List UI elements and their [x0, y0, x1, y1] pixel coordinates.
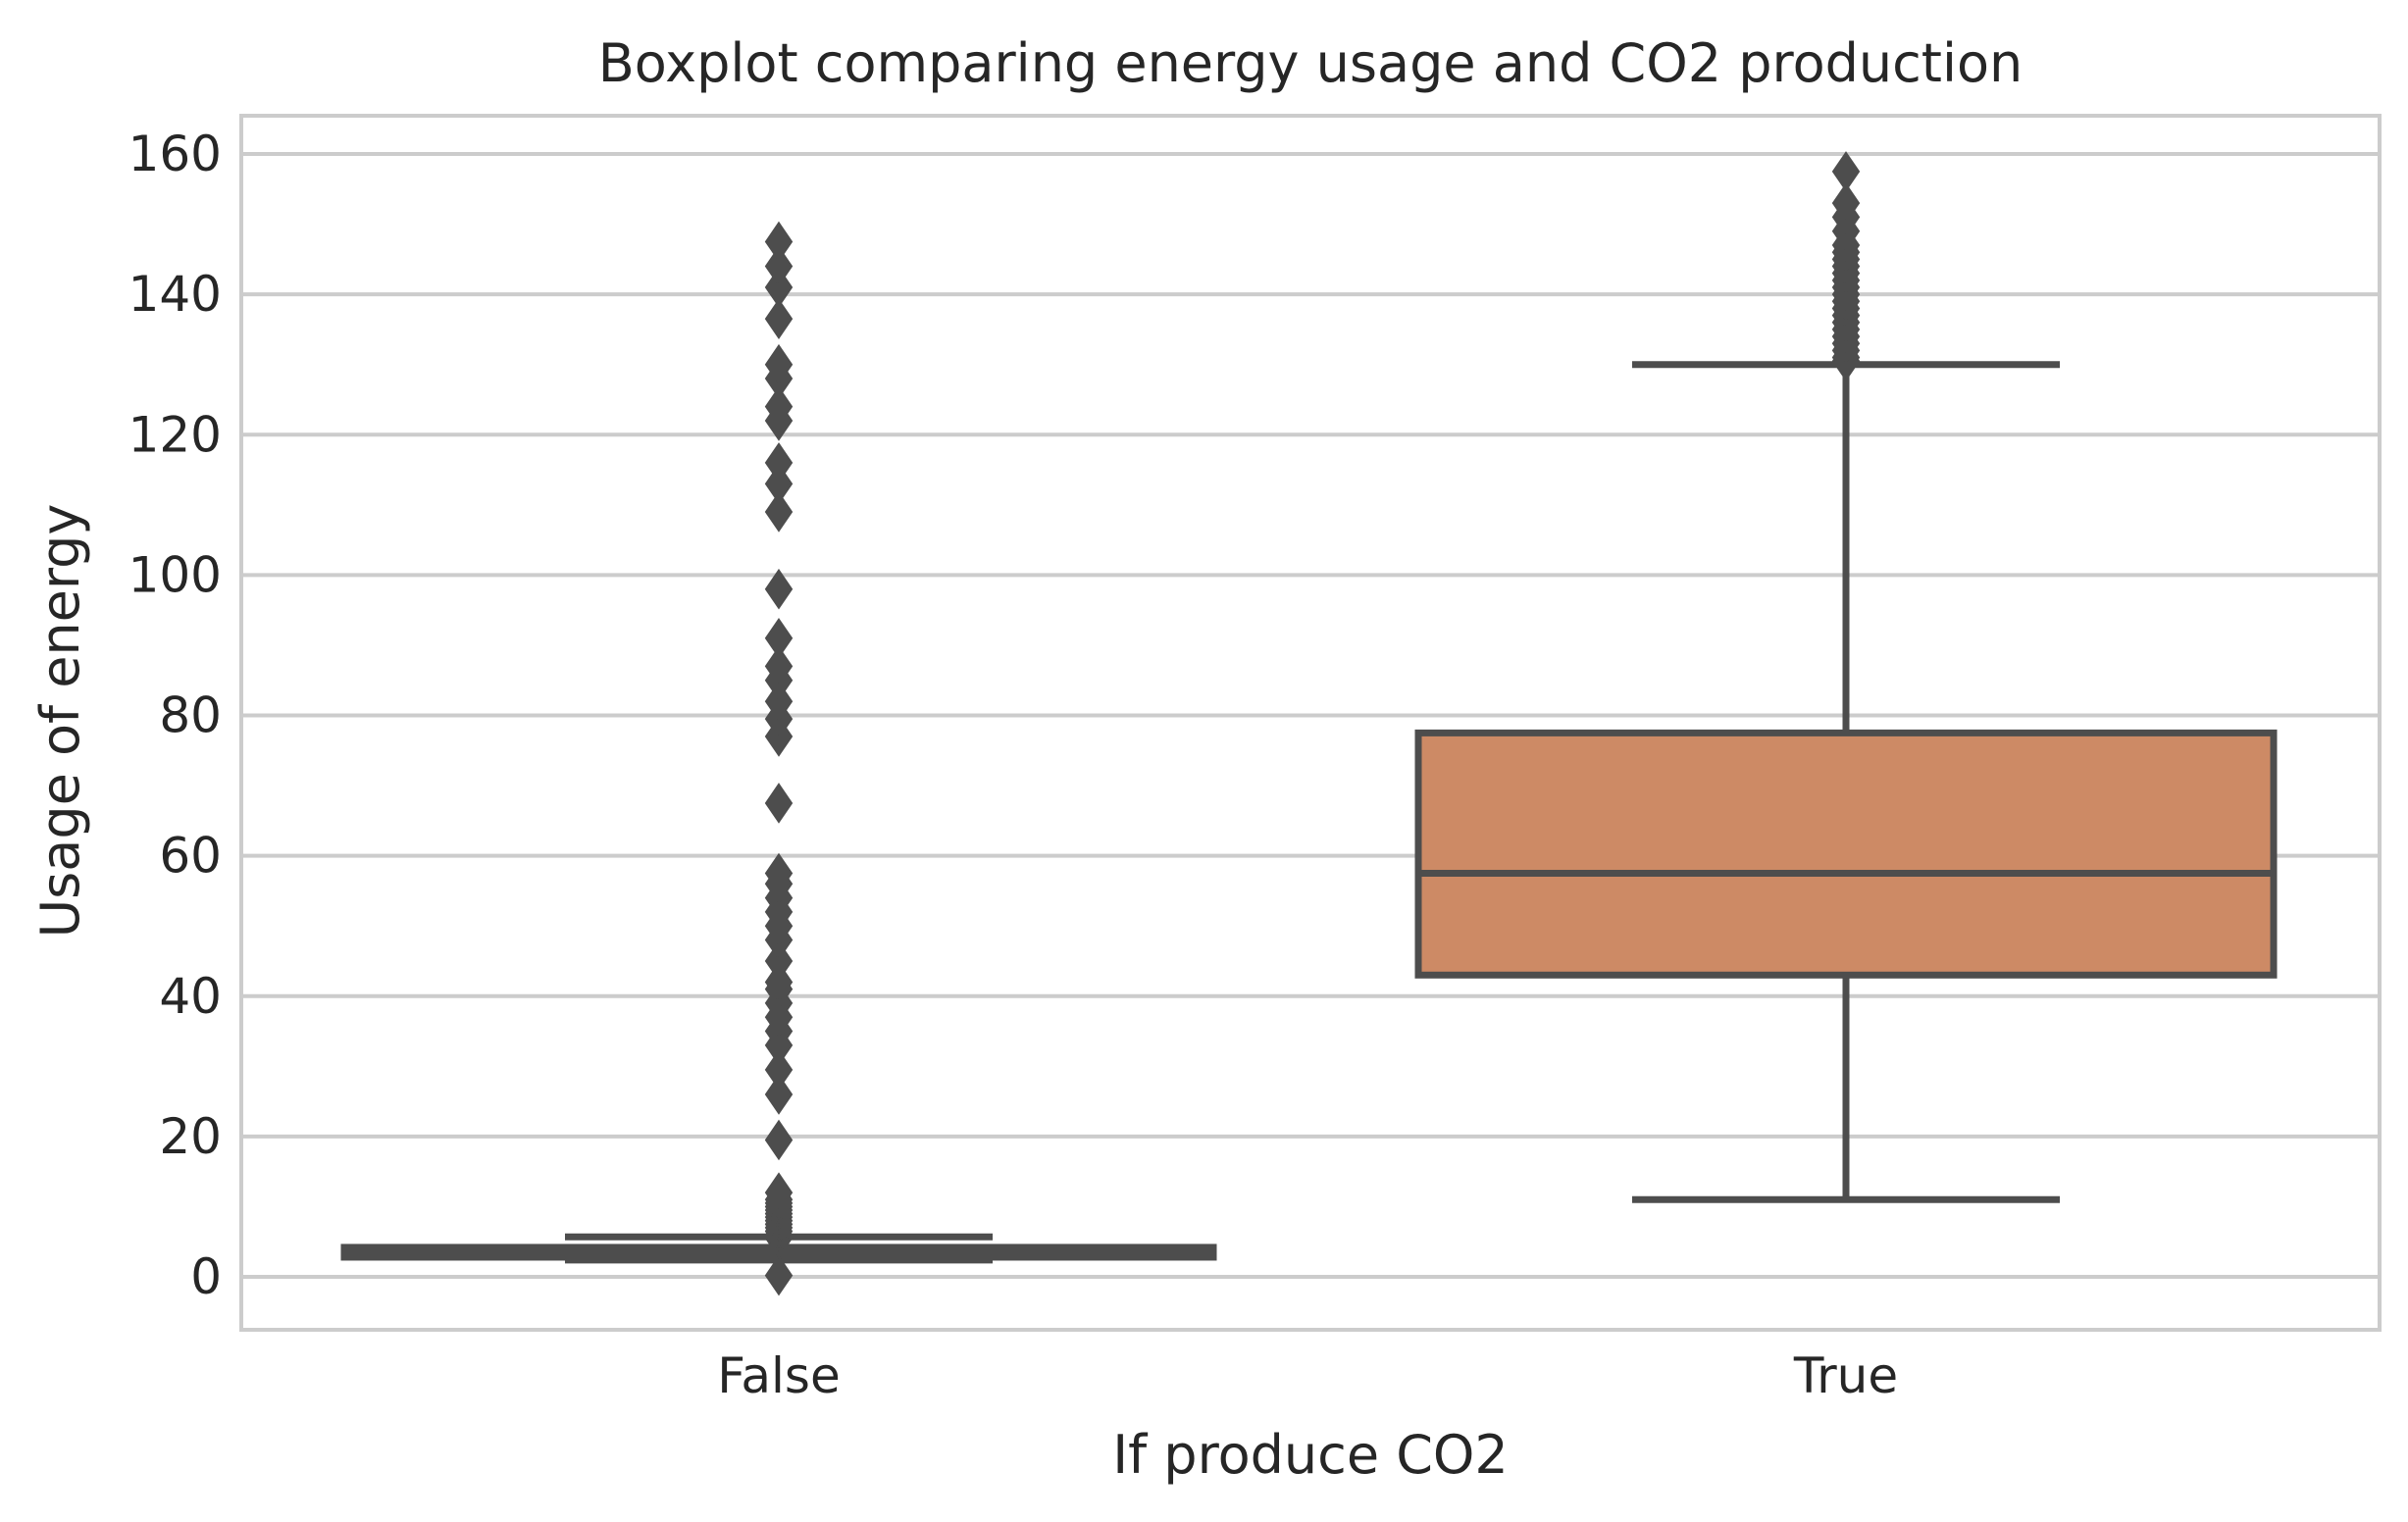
outlier-point [764, 1254, 794, 1296]
y-tick-label: 40 [159, 968, 222, 1025]
outlier-point [1831, 151, 1861, 192]
y-axis-label: Usage of energy [29, 504, 91, 939]
outlier-point [764, 852, 794, 894]
x-tick-label: False [717, 1347, 841, 1404]
box-group-true [1414, 151, 2278, 1203]
outlier-point [764, 940, 794, 982]
x-axis-label: If produce CO2 [1112, 1424, 1509, 1486]
outlier-point [764, 1119, 794, 1161]
outlier-point [764, 463, 794, 505]
y-tick-label: 160 [128, 126, 222, 182]
outlier-point [764, 645, 794, 687]
outlier-point [764, 245, 794, 287]
outlier-point [764, 267, 794, 308]
outlier-point [764, 618, 794, 659]
outlier-point [764, 568, 794, 610]
outlier-point [764, 681, 794, 722]
outlier-point [764, 1049, 794, 1091]
chart-title: Boxplot comparing energy usage and CO2 p… [598, 32, 2024, 94]
outlier-point [764, 221, 794, 263]
outlier-point [764, 961, 794, 1003]
outlier-point [764, 298, 794, 339]
y-tick-label: 140 [128, 266, 222, 323]
outlier-point [764, 442, 794, 483]
box-iqr [1414, 729, 2278, 979]
x-tick-label: True [1793, 1347, 1898, 1404]
y-tick-label: 100 [128, 546, 222, 603]
plot-frame [239, 114, 2382, 1332]
tick-layer: 0 20 40 60 80 100 120 140 160 False True [128, 126, 1899, 1404]
y-tick-label: 60 [159, 828, 222, 885]
y-tick-label: 20 [159, 1108, 222, 1165]
outlier-point [764, 385, 794, 428]
box-group-false [340, 221, 1217, 1296]
outlier-point [764, 491, 794, 533]
outlier-point [1831, 182, 1861, 224]
y-tick-label: 80 [159, 687, 222, 744]
y-tick-label: 0 [190, 1248, 222, 1305]
outlier-point [764, 1172, 794, 1213]
plot-layer [340, 151, 2278, 1296]
outlier-point [764, 343, 794, 385]
outlier-point [764, 1074, 794, 1115]
grid-layer [241, 152, 2380, 1279]
outlier-point [764, 783, 794, 824]
y-tick-label: 120 [128, 406, 222, 463]
